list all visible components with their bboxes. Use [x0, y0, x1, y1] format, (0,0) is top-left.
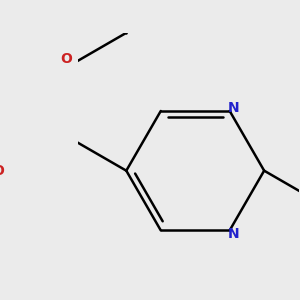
Text: O: O [0, 164, 4, 178]
Text: N: N [227, 227, 239, 241]
Text: N: N [227, 100, 239, 115]
Text: O: O [61, 52, 73, 66]
